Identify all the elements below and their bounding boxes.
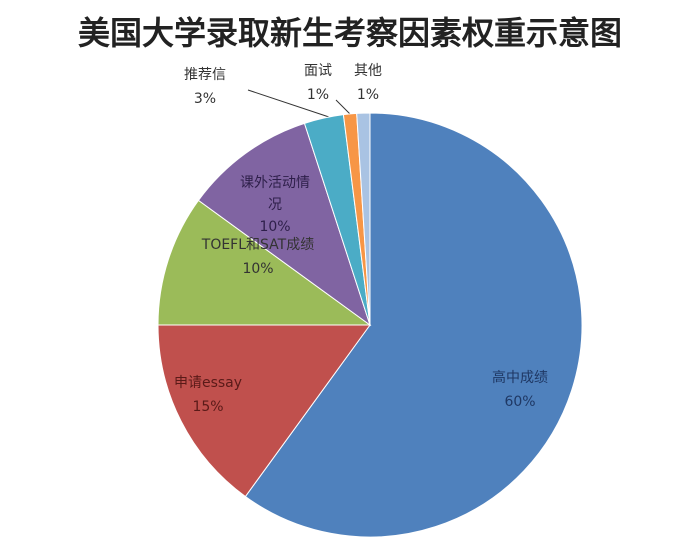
value-label: 3% xyxy=(193,91,217,107)
slice-label: 课外活动情况 xyxy=(240,175,310,213)
slice-label: 其他 xyxy=(354,63,382,79)
slice-label: TOEFL和SAT成绩 xyxy=(201,237,315,253)
value-label: 60% xyxy=(504,394,536,410)
value-label: 10% xyxy=(259,219,291,235)
leader-line xyxy=(247,89,333,119)
slice-label: 推荐信 xyxy=(184,67,226,83)
pie-slice xyxy=(157,324,371,498)
slice-label: 高中成绩 xyxy=(492,370,548,386)
pie-slice xyxy=(197,122,371,327)
value-label: 15% xyxy=(192,399,224,415)
value-label: 1% xyxy=(356,87,380,103)
pie-slice xyxy=(157,199,372,326)
pie-slice xyxy=(244,112,583,538)
slice-label: 申请essay xyxy=(173,375,243,391)
slice-label: 面试 xyxy=(304,63,332,79)
pie-slice xyxy=(356,112,371,326)
value-label: 10% xyxy=(242,261,274,277)
leader-line xyxy=(335,99,351,115)
value-label: 1% xyxy=(306,87,330,103)
chart-title: 美国大学录取新生考察因素权重示意图 xyxy=(77,14,622,52)
